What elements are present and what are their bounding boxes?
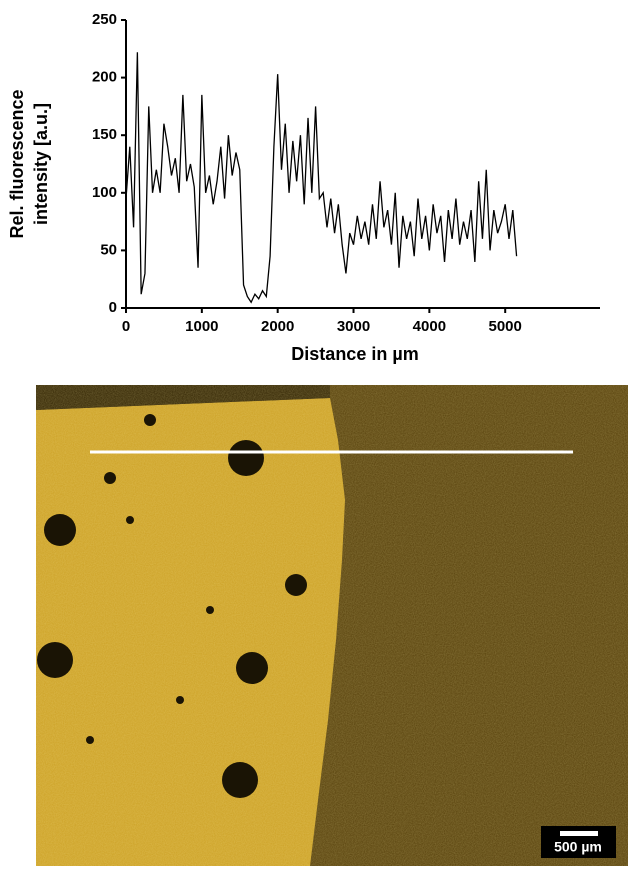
x-tick-label: 5000 xyxy=(489,318,522,335)
y-tick-label: 150 xyxy=(92,126,117,143)
y-axis-label: intensity [a.u.] xyxy=(31,103,51,225)
micrograph: 500 µm xyxy=(36,385,628,866)
y-axis-label: Rel. fluorescence xyxy=(7,89,27,238)
x-tick-label: 1000 xyxy=(185,318,218,335)
x-axis-label: Distance in µm xyxy=(291,344,418,364)
x-tick-label: 2000 xyxy=(261,318,294,335)
y-tick-label: 50 xyxy=(100,241,117,258)
x-tick-label: 3000 xyxy=(337,318,370,335)
data-line xyxy=(125,52,518,304)
y-tick-label: 200 xyxy=(92,69,117,86)
y-tick-label: 250 xyxy=(92,11,117,28)
scale-bar xyxy=(560,831,598,836)
holes xyxy=(37,414,307,798)
texture xyxy=(36,385,628,866)
y-tick-label: 100 xyxy=(92,184,117,201)
x-tick-label: 4000 xyxy=(413,318,446,335)
y-tick-label: 0 xyxy=(109,299,117,316)
scale-bar-label: 500 µm xyxy=(554,839,602,855)
x-tick-label: 0 xyxy=(122,318,130,335)
